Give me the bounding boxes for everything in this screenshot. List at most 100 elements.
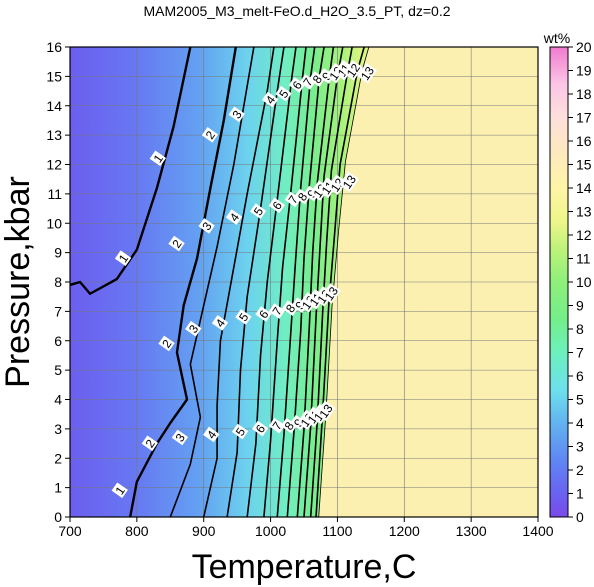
y-tick-label: 8 (54, 274, 62, 290)
contour-label-bg (235, 309, 252, 325)
contour-label-bg (333, 59, 354, 81)
contour-label-bg (251, 420, 269, 437)
y-tick-label: 14 (46, 98, 62, 114)
y-tick-label: 9 (54, 245, 62, 261)
contour-label-bg (185, 320, 202, 337)
contour-label-bg (249, 203, 267, 220)
contour-label-bg (261, 91, 279, 108)
x-tick-label: 1400 (522, 523, 553, 539)
contour-line-2 (128, 47, 237, 517)
contour-label-bg (231, 423, 249, 440)
y-tick-label: 11 (47, 186, 62, 202)
colorbar-tick-label: 1 (576, 486, 584, 502)
contour-label-bg (315, 400, 336, 422)
contour-line-6 (246, 47, 297, 517)
x-axis-ticks: 700 800 900 1000 1100 1200 1300 1400 (58, 517, 554, 539)
contour-label-bg (339, 171, 359, 193)
contour-label-bg (275, 85, 292, 102)
y-tick-label: 10 (46, 215, 62, 231)
contour-label-bg (268, 417, 286, 434)
contour-label-bg (299, 74, 316, 90)
contour-labels: 1234567891011121312345678910111213234567… (111, 59, 378, 499)
contour-label-bg (198, 218, 215, 234)
x-tick-label: 900 (192, 523, 216, 539)
contour-label-bg (282, 300, 299, 316)
contour-label-bg (268, 303, 286, 319)
colorbar-tick-label: 3 (576, 439, 584, 455)
x-tick-label: 1200 (389, 523, 420, 539)
contour-label-bg (308, 71, 326, 87)
colorbar-tick-label: 9 (576, 298, 584, 314)
colorbar-tick-label: 5 (576, 392, 584, 408)
x-axis-label: Temperature,C (192, 548, 417, 586)
colorbar-tick-label: 11 (576, 251, 591, 267)
y-tick-label: 13 (46, 127, 62, 143)
colorbar-tick-label: 18 (576, 86, 592, 102)
contour-label: 13 (357, 62, 378, 84)
y-tick-label: 15 (46, 68, 62, 84)
y-tick-label: 0 (54, 509, 62, 525)
grid (70, 47, 538, 517)
contour-line-3 (169, 47, 255, 517)
colorbar-tick-label: 10 (576, 274, 592, 290)
contour-label-bg (321, 283, 341, 304)
contour-label-bg (158, 335, 175, 352)
contour-label-bg (294, 188, 311, 205)
contour-label-bg (228, 106, 245, 123)
y-tick-label: 1 (54, 480, 62, 496)
contour-label-bg (203, 426, 220, 443)
contour-label-bg (168, 235, 185, 252)
colorbar-tick-label: 20 (576, 39, 592, 55)
x-tick-label: 1100 (322, 523, 352, 539)
colorbar-tick-label: 6 (576, 368, 584, 384)
y-tick-label: 16 (46, 39, 62, 55)
contour-label-bg (357, 62, 378, 84)
colorbar-tick-label: 13 (576, 204, 592, 220)
y-axis-label: Pressure,kbar (0, 176, 37, 388)
colorbar-tick-label: 17 (576, 110, 592, 126)
y-tick-label: 6 (54, 333, 62, 349)
contour-label: 13 (321, 283, 341, 304)
contour-line-4 (202, 47, 275, 517)
x-tick-label: 800 (125, 523, 149, 539)
chart-title: MAM2005_M3_melt-FeO.d_H2O_3.5_PT, dz=0.2 (144, 3, 451, 19)
contour-label-bg (111, 482, 128, 499)
contour-label-bg (284, 191, 302, 208)
colorbar-tick-label: 15 (576, 157, 592, 173)
colorbar-tick-label: 2 (576, 462, 584, 478)
contour-label-bg (201, 127, 219, 143)
contour-label-bg (343, 59, 363, 81)
y-tick-label: 3 (54, 421, 62, 437)
y-tick-label: 2 (54, 450, 62, 466)
x-tick-label: 1300 (456, 523, 487, 539)
contour-line-7 (263, 47, 307, 517)
contour-line-8 (276, 47, 316, 517)
colorbar-gradient (549, 46, 569, 518)
contour-label-bg (288, 77, 306, 93)
contour-label-bg (280, 417, 298, 434)
x-tick-label: 1000 (255, 523, 286, 539)
contour-label-bg (149, 150, 167, 167)
contour-label-bg (268, 197, 286, 214)
y-tick-label: 5 (54, 362, 62, 378)
colorbar-tick-label: 14 (576, 180, 592, 196)
contour-label-bg (225, 209, 243, 225)
colorbar-tick-label: 16 (576, 133, 592, 149)
contour-label-bg (211, 315, 229, 331)
contour-line-1 (70, 47, 192, 295)
colorbar-tick-label: 4 (576, 415, 584, 431)
colorbar-tick-label: 8 (576, 321, 584, 337)
colorbar-tick-label: 12 (576, 227, 592, 243)
y-tick-label: 7 (54, 303, 62, 319)
contour-label-bg (327, 174, 347, 196)
contour-label-bg (255, 306, 272, 322)
colorbar-tick-label: 19 (576, 63, 592, 79)
contour-line-5 (226, 47, 285, 517)
x-tick-label: 700 (58, 523, 82, 539)
colorbar-label: wt% (543, 30, 570, 46)
contour-label-bg (141, 435, 159, 452)
